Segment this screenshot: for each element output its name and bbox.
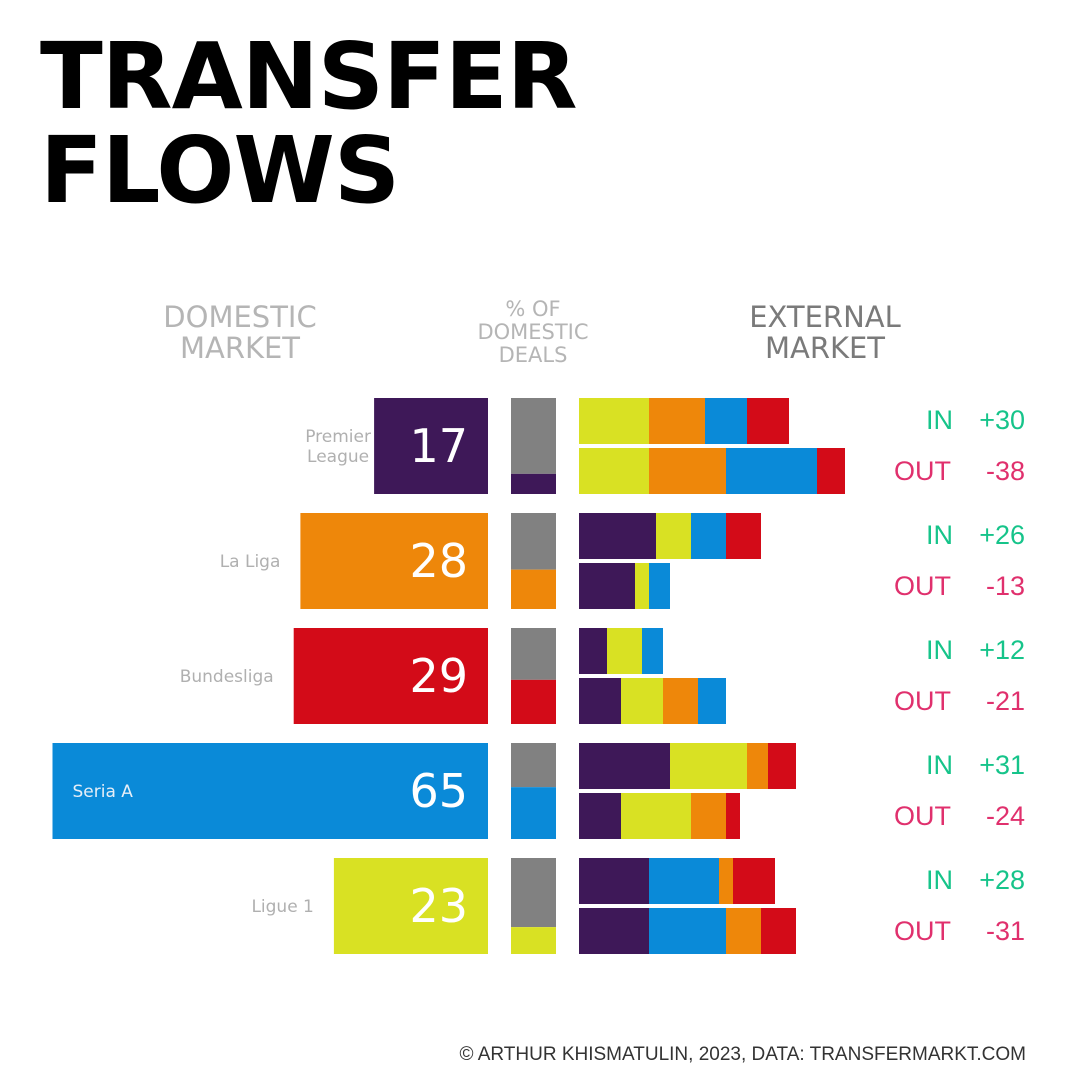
external-out-segment-la-liga-seria-a bbox=[649, 563, 670, 609]
in-label-bundesliga: IN bbox=[926, 635, 953, 665]
pct-domestic-header: % OF DOMESTIC DEALS bbox=[458, 298, 608, 367]
domestic-bar-premier-league bbox=[374, 398, 488, 494]
external-out-segment-la-liga-ligue-1 bbox=[635, 563, 649, 609]
external-out-segment-premier-league-ligue-1 bbox=[579, 448, 649, 494]
in-value-bundesliga: +12 bbox=[979, 635, 1025, 665]
external-in-segment-bundesliga-premier-league bbox=[579, 628, 607, 674]
pct-bar-domestic-ligue-1 bbox=[511, 927, 556, 954]
external-out-segment-seria-a-la-liga bbox=[691, 793, 726, 839]
external-in-segment-premier-league-seria-a bbox=[705, 398, 747, 444]
external-in-segment-bundesliga-seria-a bbox=[642, 628, 663, 674]
external-market-header: EXTERNAL MARKET bbox=[720, 302, 930, 364]
domestic-bar-seria-a bbox=[52, 743, 488, 839]
pct-header-line-3: DEALS bbox=[498, 343, 568, 367]
external-in-segment-ligue-1-bundesliga bbox=[733, 858, 775, 904]
domestic-header-line-2: MARKET bbox=[179, 331, 301, 365]
in-value-la-liga: +26 bbox=[979, 520, 1025, 550]
out-label-la-liga: OUT bbox=[894, 571, 951, 601]
external-out-segment-premier-league-bundesliga bbox=[817, 448, 845, 494]
external-in-segment-seria-a-la-liga bbox=[747, 743, 768, 789]
league-label-seria-a: Seria A bbox=[73, 782, 134, 802]
league-label-premier-league: League bbox=[307, 447, 369, 467]
domestic-bar-bundesliga bbox=[293, 628, 488, 724]
league-label-bundesliga: Bundesliga bbox=[180, 667, 274, 687]
external-out-segment-bundesliga-la-liga bbox=[663, 678, 698, 724]
in-label-premier-league: IN bbox=[926, 405, 953, 435]
out-label-ligue-1: OUT bbox=[894, 916, 951, 946]
external-out-segment-bundesliga-ligue-1 bbox=[621, 678, 663, 724]
external-in-segment-la-liga-seria-a bbox=[691, 513, 726, 559]
domestic-market-header: DOMESTIC MARKET bbox=[130, 302, 350, 364]
in-label-la-liga: IN bbox=[926, 520, 953, 550]
domestic-bar-ligue-1 bbox=[333, 858, 488, 954]
domestic-value-ligue-1: 23 bbox=[409, 879, 468, 933]
in-value-seria-a: +31 bbox=[979, 750, 1025, 780]
external-in-segment-bundesliga-ligue-1 bbox=[607, 628, 642, 674]
external-in-segment-la-liga-bundesliga bbox=[726, 513, 761, 559]
credit-footer: © ARTHUR KHISMATULIN, 2023, DATA: TRANSF… bbox=[459, 1044, 1026, 1065]
external-in-segment-premier-league-bundesliga bbox=[747, 398, 789, 444]
pct-header-line-1: % OF bbox=[505, 297, 561, 321]
pct-bar-rest-ligue-1 bbox=[511, 858, 556, 928]
out-value-seria-a: -24 bbox=[986, 801, 1025, 831]
out-label-seria-a: OUT bbox=[894, 801, 951, 831]
external-out-segment-ligue-1-la-liga bbox=[726, 908, 761, 954]
in-value-ligue-1: +28 bbox=[979, 865, 1025, 895]
in-label-ligue-1: IN bbox=[926, 865, 953, 895]
external-out-segment-seria-a-ligue-1 bbox=[621, 793, 691, 839]
title-line-2: FLOWS bbox=[40, 117, 400, 224]
domestic-value-bundesliga: 29 bbox=[409, 649, 468, 703]
pct-bar-domestic-premier-league bbox=[511, 473, 556, 494]
in-value-premier-league: +30 bbox=[979, 405, 1025, 435]
in-label-seria-a: IN bbox=[926, 750, 953, 780]
league-label-la-liga: La Liga bbox=[220, 552, 281, 572]
domestic-header-line-1: DOMESTIC bbox=[163, 300, 317, 334]
external-in-segment-la-liga-ligue-1 bbox=[656, 513, 691, 559]
pct-bar-rest-seria-a bbox=[511, 743, 556, 788]
external-out-segment-seria-a-premier-league bbox=[579, 793, 621, 839]
external-in-segment-ligue-1-premier-league bbox=[579, 858, 649, 904]
external-in-segment-premier-league-la-liga bbox=[649, 398, 705, 444]
pct-header-line-2: DOMESTIC bbox=[477, 320, 589, 344]
chart-title: TRANSFER FLOWS bbox=[40, 23, 578, 224]
external-out-segment-ligue-1-bundesliga bbox=[761, 908, 796, 954]
out-label-premier-league: OUT bbox=[894, 456, 951, 486]
external-out-segment-ligue-1-premier-league bbox=[579, 908, 649, 954]
pct-bar-domestic-seria-a bbox=[511, 787, 556, 839]
domestic-value-premier-league: 17 bbox=[409, 419, 468, 473]
external-out-segment-bundesliga-premier-league bbox=[579, 678, 621, 724]
external-out-segment-seria-a-bundesliga bbox=[726, 793, 740, 839]
external-out-segment-ligue-1-seria-a bbox=[649, 908, 726, 954]
domestic-value-seria-a: 65 bbox=[409, 764, 468, 818]
out-value-la-liga: -13 bbox=[986, 571, 1025, 601]
out-value-ligue-1: -31 bbox=[986, 916, 1025, 946]
external-in-segment-seria-a-premier-league bbox=[579, 743, 670, 789]
league-label-ligue-1: Ligue 1 bbox=[251, 897, 313, 917]
out-value-premier-league: -38 bbox=[986, 456, 1025, 486]
external-in-segment-seria-a-bundesliga bbox=[768, 743, 796, 789]
external-in-segment-ligue-1-la-liga bbox=[719, 858, 733, 904]
out-label-bundesliga: OUT bbox=[894, 686, 951, 716]
external-out-segment-premier-league-la-liga bbox=[649, 448, 726, 494]
external-in-segment-premier-league-ligue-1 bbox=[579, 398, 649, 444]
external-in-segment-seria-a-ligue-1 bbox=[670, 743, 747, 789]
external-header-line-1: EXTERNAL bbox=[749, 300, 901, 334]
league-label-premier-league: Premier bbox=[305, 427, 371, 447]
external-header-line-2: MARKET bbox=[764, 331, 886, 365]
pct-bar-domestic-la-liga bbox=[511, 569, 556, 609]
pct-bar-domestic-bundesliga bbox=[511, 679, 556, 724]
external-out-segment-la-liga-premier-league bbox=[579, 563, 635, 609]
pct-bar-rest-premier-league bbox=[511, 398, 556, 474]
out-value-bundesliga: -21 bbox=[986, 686, 1025, 716]
external-in-segment-la-liga-premier-league bbox=[579, 513, 656, 559]
external-out-segment-bundesliga-seria-a bbox=[698, 678, 726, 724]
pct-bar-rest-la-liga bbox=[511, 513, 556, 570]
external-in-segment-ligue-1-seria-a bbox=[649, 858, 719, 904]
pct-bar-rest-bundesliga bbox=[511, 628, 556, 680]
title-line-1: TRANSFER bbox=[40, 23, 578, 130]
domestic-value-la-liga: 28 bbox=[409, 534, 468, 588]
domestic-bar-la-liga bbox=[300, 513, 488, 609]
external-out-segment-premier-league-seria-a bbox=[726, 448, 817, 494]
